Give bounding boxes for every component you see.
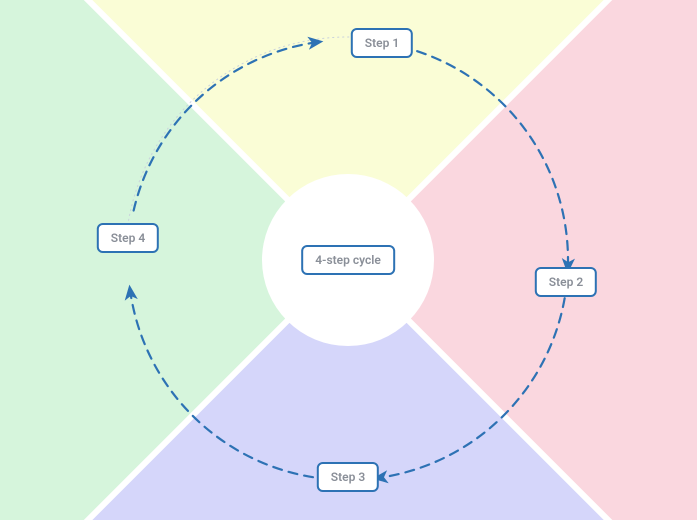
node-step-4-label: Step 4 (111, 231, 145, 245)
node-step-3-label: Step 3 (331, 470, 365, 484)
center-label-text: 4-step cycle (315, 253, 381, 267)
node-step-1[interactable]: Step 1 (351, 28, 413, 58)
node-step-3[interactable]: Step 3 (317, 462, 379, 492)
node-step-2-label: Step 2 (549, 275, 583, 289)
node-step-2[interactable]: Step 2 (535, 267, 597, 297)
cycle-diagram: 4-step cycle Step 1 Step 2 Step 3 Step 4 (0, 0, 697, 520)
node-step-4[interactable]: Step 4 (97, 223, 159, 253)
node-step-1-label: Step 1 (365, 36, 399, 50)
center-label: 4-step cycle (301, 245, 395, 275)
